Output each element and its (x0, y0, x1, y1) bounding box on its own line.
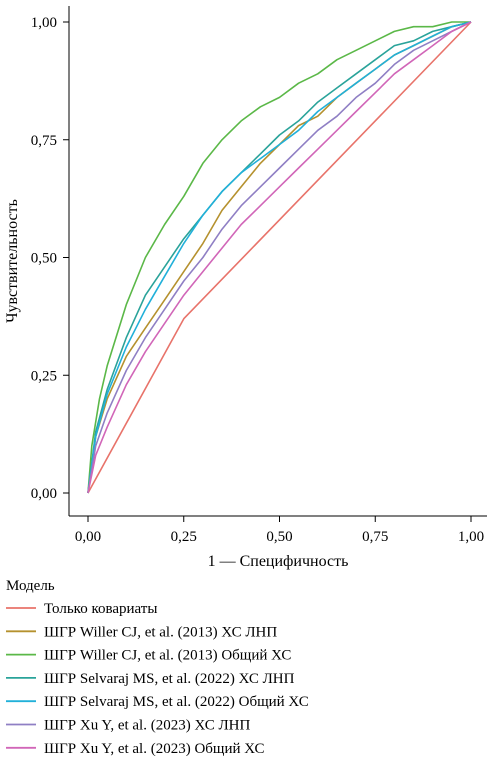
legend-label: ШГР Selvaraj MS, et al. (2022) ХС ЛНП (44, 671, 295, 687)
x-tick-label: 0,50 (266, 529, 292, 545)
legend-label: Только ковариаты (44, 601, 157, 617)
y-tick-label: 0,50 (31, 251, 57, 267)
legend-label: ШГР Selvaraj MS, et al. (2022) Общий ХС (44, 694, 309, 710)
x-tick-label: 0,75 (362, 529, 388, 545)
x-tick-label: 0,00 (75, 529, 101, 545)
series-line-7 (87, 21, 472, 494)
legend-label: ШГР Willer CJ, et al. (2013) Общий ХС (44, 648, 291, 664)
legend-item: Только ковариаты (6, 601, 157, 617)
y-tick-label: 0,00 (31, 486, 57, 502)
legend: Только ковариаты ШГР Willer CJ, et al. (2… (6, 601, 309, 757)
legend-item: ШГР Xu Y, et al. (2023) Общий ХС (6, 741, 265, 757)
legend-label: ШГР Xu Y, et al. (2023) ХС ЛНП (44, 718, 250, 734)
y-tick-label: 0,25 (31, 368, 57, 384)
axes-layer: 0,00 0,25 0,50 0,75 1,00 0,00 0,25 0,50 0,75 1,00 (31, 6, 487, 545)
x-tick-label: 1,00 (458, 529, 484, 545)
legend-label: ШГР Willer CJ, et al. (2013) ХС ЛНП (44, 624, 277, 640)
legend-label: ШГР Xu Y, et al. (2023) Общий ХС (44, 741, 265, 757)
legend-item: ШГР Willer CJ, et al. (2013) Общий ХС (6, 648, 291, 664)
legend-item: ШГР Xu Y, et al. (2023) ХС ЛНП (6, 718, 250, 734)
legend-item: ШГР Selvaraj MS, et al. (2022) Общий ХС (6, 694, 309, 710)
series-line-3 (87, 21, 471, 494)
series-layer (87, 21, 472, 494)
y-axis-title: Чувствительность (4, 199, 21, 323)
series-line-5 (87, 21, 472, 494)
x-axis-title: 1 — Специфичность (208, 553, 349, 570)
series-line-4 (87, 21, 472, 494)
legend-item: ШГР Willer CJ, et al. (2013) ХС ЛНП (6, 624, 277, 640)
legend-title: Модель (6, 578, 55, 594)
series-line-6 (87, 21, 472, 494)
y-tick-label: 0,75 (31, 133, 57, 149)
series-line-1 (87, 21, 472, 494)
legend-item: ШГР Selvaraj MS, et al. (2022) ХС ЛНП (6, 671, 295, 687)
y-tick-label: 1,00 (31, 15, 57, 31)
x-tick-label: 0,25 (171, 529, 197, 545)
